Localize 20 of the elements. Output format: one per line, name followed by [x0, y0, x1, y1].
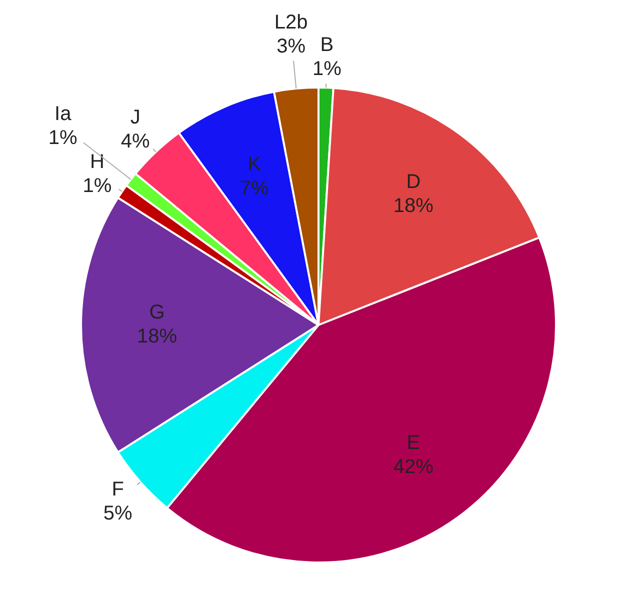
data-label: 1% — [48, 127, 78, 150]
slice-label: L2b — [274, 11, 308, 34]
slice-label: K — [248, 153, 262, 176]
slice-label: J — [130, 106, 140, 129]
slice-label: H — [90, 151, 104, 174]
data-label: 4% — [120, 130, 150, 153]
data-label: 18% — [393, 194, 434, 217]
slice-label: F — [112, 478, 124, 500]
slice-label: G — [149, 302, 165, 324]
slice-label: E — [406, 432, 420, 454]
data-label: 5% — [103, 502, 133, 524]
slice-label: D — [406, 170, 421, 193]
data-label: 42% — [393, 456, 434, 478]
data-label: 18% — [136, 326, 178, 348]
data-label: 3% — [276, 35, 306, 58]
data-label: 1% — [82, 175, 112, 198]
slice-label: B — [320, 34, 334, 56]
data-label: 7% — [240, 177, 270, 200]
data-label: 1% — [312, 58, 342, 80]
slice-label: Ia — [54, 103, 72, 126]
